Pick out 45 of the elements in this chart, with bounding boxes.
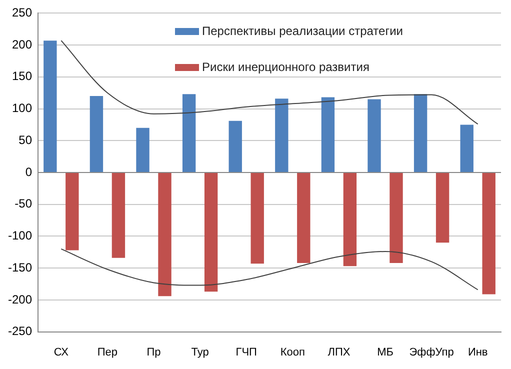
- y-tick-label: 50: [18, 132, 32, 147]
- bar: [112, 173, 126, 258]
- x-tick-label: МБ: [377, 346, 394, 358]
- legend-label: Риски инерционного развития: [202, 60, 370, 74]
- bar: [460, 124, 474, 172]
- bar: [297, 173, 310, 263]
- y-tick-label: -200: [8, 292, 32, 306]
- legend-label: Перспективы реализации стратегии: [202, 24, 403, 38]
- x-tick-label: Пр: [146, 346, 161, 358]
- bar: [343, 173, 357, 266]
- bar: [321, 97, 335, 172]
- y-tick-label: 150: [12, 69, 32, 84]
- y-tick-label: -250: [8, 324, 32, 338]
- x-tick-label: Пер: [97, 346, 118, 358]
- bar: [436, 173, 450, 243]
- x-tick-label: ГЧП: [236, 346, 258, 358]
- bar: [158, 173, 172, 296]
- bar: [66, 173, 79, 250]
- line-series: [60, 40, 478, 125]
- bar: [44, 40, 57, 172]
- x-tick-label: Кооп: [280, 346, 305, 358]
- bar: [204, 173, 218, 292]
- x-tick-label: ЛПХ: [328, 346, 351, 358]
- bar: [136, 128, 150, 172]
- y-tick-label: -100: [8, 228, 32, 243]
- x-tick-label: Инв: [468, 346, 488, 358]
- bar: [368, 99, 381, 172]
- x-tick-label: Тур: [191, 346, 209, 358]
- y-tick-label: -150: [8, 260, 32, 274]
- bar: [390, 173, 403, 263]
- y-tick-label: -50: [14, 196, 32, 211]
- bar: [90, 96, 104, 172]
- line-series: [60, 248, 478, 290]
- y-tick-label: 200: [12, 37, 32, 52]
- bar: [275, 98, 288, 172]
- bar: [182, 94, 196, 172]
- y-tick-label: 0: [25, 164, 32, 179]
- x-tick-label: ЭффУпр: [409, 346, 454, 358]
- y-tick-label: 100: [12, 101, 32, 116]
- bar: [250, 173, 264, 264]
- x-tick-label: СХ: [54, 346, 70, 358]
- bar: [482, 173, 496, 294]
- y-tick-label: 250: [12, 6, 32, 20]
- bar: [414, 94, 428, 172]
- bar: [228, 120, 242, 172]
